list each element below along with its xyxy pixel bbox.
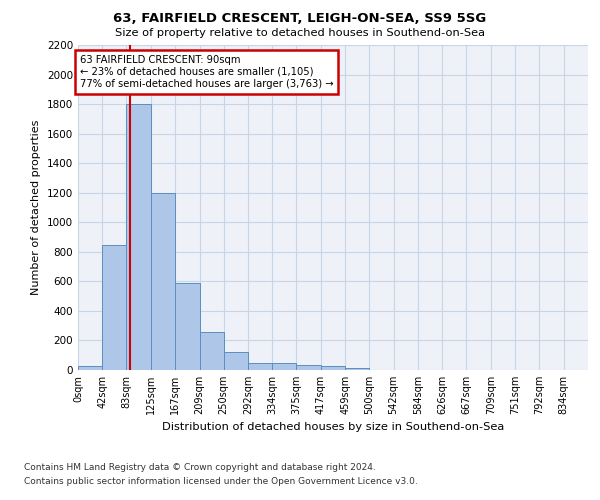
Bar	[127, 104, 151, 370]
Bar	[321, 366, 345, 370]
Text: Distribution of detached houses by size in Southend-on-Sea: Distribution of detached houses by size …	[162, 422, 504, 432]
Bar	[103, 245, 127, 370]
Bar	[175, 283, 200, 370]
Bar	[272, 364, 296, 370]
Text: Contains public sector information licensed under the Open Government Licence v3: Contains public sector information licen…	[24, 477, 418, 486]
Y-axis label: Number of detached properties: Number of detached properties	[31, 120, 41, 295]
Bar	[224, 352, 248, 370]
Text: 63, FAIRFIELD CRESCENT, LEIGH-ON-SEA, SS9 5SG: 63, FAIRFIELD CRESCENT, LEIGH-ON-SEA, SS…	[113, 12, 487, 26]
Bar	[78, 366, 103, 370]
Bar	[296, 365, 321, 370]
Bar	[200, 332, 224, 370]
Bar	[248, 362, 272, 370]
Bar	[151, 192, 175, 370]
Text: Contains HM Land Registry data © Crown copyright and database right 2024.: Contains HM Land Registry data © Crown c…	[24, 464, 376, 472]
Text: 63 FAIRFIELD CRESCENT: 90sqm
← 23% of detached houses are smaller (1,105)
77% of: 63 FAIRFIELD CRESCENT: 90sqm ← 23% of de…	[80, 56, 334, 88]
Text: Size of property relative to detached houses in Southend-on-Sea: Size of property relative to detached ho…	[115, 28, 485, 38]
Bar	[345, 368, 369, 370]
